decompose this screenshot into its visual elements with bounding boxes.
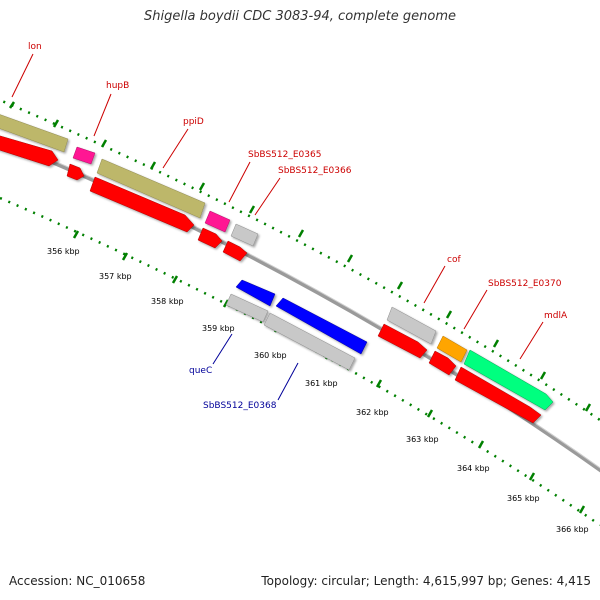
- leader-line-mdlA: [519, 321, 544, 360]
- gene-label-SbBS512_E0370[interactable]: SbBS512_E0370: [488, 279, 562, 289]
- leader-line-cof: [423, 265, 446, 304]
- gene-lon-bar[interactable]: [0, 111, 69, 153]
- inner-dotted-ruler: [0, 196, 600, 527]
- gene-queC-arrow[interactable]: [235, 279, 276, 307]
- ruler-label: 358 kbp: [151, 297, 184, 306]
- leader-line-SbBS512_E0368: [277, 362, 299, 401]
- gene-ppiD-cds[interactable]: [89, 176, 195, 233]
- gene-SbBS512_E0365-bar[interactable]: [204, 210, 231, 233]
- gene-label-SbBS512_E0366[interactable]: SbBS512_E0366: [278, 166, 352, 176]
- gene-SbBS512_E0368-arrow[interactable]: [275, 297, 368, 355]
- reverse-features: [225, 279, 368, 371]
- gene-hupB-cds[interactable]: [66, 163, 85, 181]
- gene-label-ppiD[interactable]: ppiD: [183, 117, 204, 127]
- gene-label-cof[interactable]: cof: [447, 255, 461, 265]
- gene-SbBS512_E0370-cds[interactable]: [428, 350, 457, 376]
- gene-SbBS512_E0370-bar[interactable]: [436, 335, 468, 363]
- gene-labels: lon hupB ppiD SbBS512_E0365 SbBS512_E036…: [11, 42, 568, 411]
- gene-SbBS512_E0365-cds[interactable]: [197, 227, 223, 249]
- gene-SbBS512_E0366-cds[interactable]: [222, 240, 248, 262]
- outer-dotted-ruler: [0, 98, 600, 422]
- ruler-label: 360 kbp: [254, 351, 287, 360]
- accession-text: Accession: NC_010658: [9, 574, 146, 588]
- ruler-label: 357 kbp: [99, 272, 132, 281]
- leader-line-SbBS512_E0366: [254, 177, 281, 216]
- topology-text: Topology: circular; Length: 4,615,997 bp…: [261, 574, 591, 588]
- gene-cof-bar[interactable]: [386, 306, 437, 345]
- ruler-label: 364 kbp: [457, 464, 490, 473]
- forward-features: [0, 111, 554, 424]
- gene-label-SbBS512_E0368[interactable]: SbBS512_E0368: [203, 401, 277, 411]
- leader-line-hupB: [93, 93, 112, 137]
- gene-mdlA-bar[interactable]: [463, 349, 554, 411]
- gene-mdlA-cds[interactable]: [454, 366, 542, 424]
- ruler-label: 356 kbp: [47, 247, 80, 256]
- gene-label-SbBS512_E0365[interactable]: SbBS512_E0365: [248, 150, 321, 160]
- leader-line-ppiD: [162, 128, 189, 169]
- map-title: Shigella boydii CDC 3083-94, complete ge…: [143, 9, 457, 24]
- ruler-label: 363 kbp: [406, 435, 439, 444]
- leader-line-SbBS512_E0370: [463, 289, 488, 330]
- gene-lon-cds[interactable]: [0, 133, 59, 167]
- ruler-label: 361 kbp: [305, 379, 338, 388]
- leader-line-queC: [212, 333, 233, 365]
- gene-SbBS512_E0366-bar[interactable]: [230, 223, 259, 247]
- ruler-label: 362 kbp: [356, 408, 389, 417]
- gene-queC-bar[interactable]: [225, 293, 269, 323]
- gene-ppiD-bar[interactable]: [96, 158, 206, 219]
- leader-line-lon: [11, 53, 34, 98]
- ruler-label: 359 kbp: [202, 324, 235, 333]
- gene-SbBS512_E0368-bar[interactable]: [263, 312, 356, 371]
- ruler-label: 366 kbp: [556, 525, 589, 534]
- gene-label-mdlA[interactable]: mdlA: [544, 311, 568, 321]
- gene-label-lon[interactable]: lon: [28, 42, 42, 52]
- genome-backbone: [0, 137, 600, 473]
- gene-label-hupB[interactable]: hupB: [106, 81, 129, 91]
- gene-cof-cds[interactable]: [377, 323, 428, 359]
- leader-line-SbBS512_E0365: [228, 161, 251, 203]
- gene-label-queC[interactable]: queC: [189, 366, 212, 376]
- outer-ruler-ticks: [8, 101, 592, 412]
- ruler-labels: 356 kbp 357 kbp 358 kbp 359 kbp 360 kbp …: [47, 247, 589, 534]
- ruler-label: 365 kbp: [507, 494, 540, 503]
- inner-ruler-ticks: [72, 230, 586, 514]
- gene-hupB-bar[interactable]: [72, 146, 96, 165]
